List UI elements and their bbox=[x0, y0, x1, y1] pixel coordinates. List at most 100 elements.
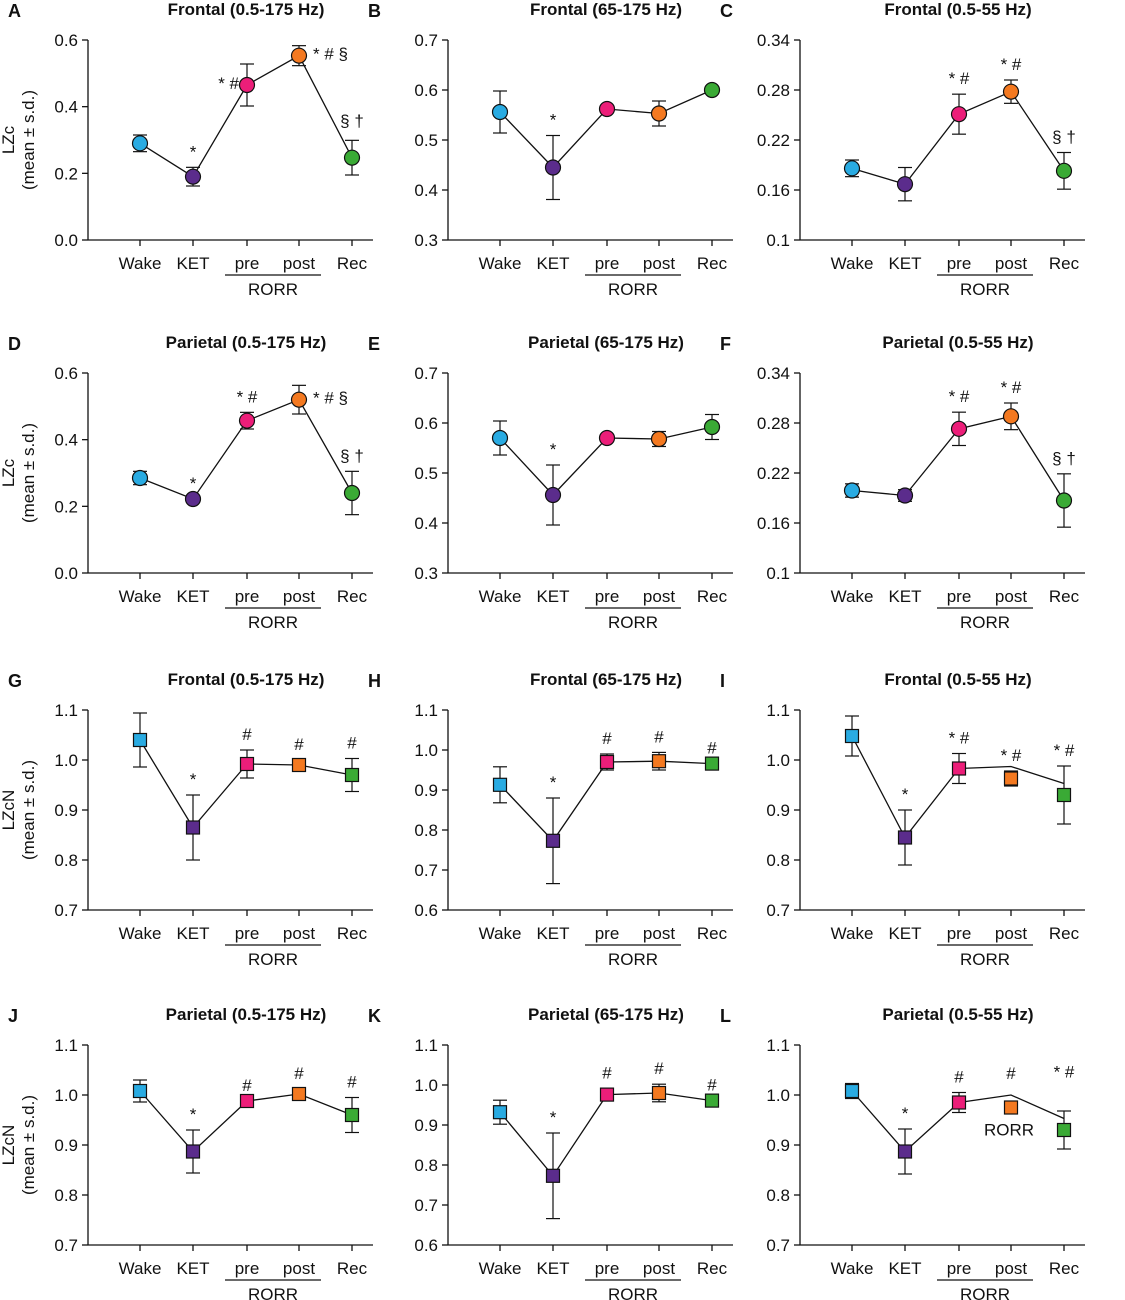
significance-annotation: # bbox=[954, 1068, 964, 1087]
x-tick-label: pre bbox=[595, 924, 620, 943]
y-tick-label: 1.0 bbox=[766, 751, 790, 770]
x-tick-label: Wake bbox=[831, 587, 874, 606]
y-axis-sublabel: (mean ± s.d.) bbox=[19, 1095, 38, 1195]
significance-annotation: * # § bbox=[313, 389, 348, 408]
data-point bbox=[843, 482, 861, 499]
significance-annotation: # bbox=[242, 1076, 252, 1095]
data-point bbox=[544, 159, 562, 176]
panel-title: Parietal (65-175 Hz) bbox=[528, 1005, 684, 1024]
panel-title: Parietal (65-175 Hz) bbox=[528, 333, 684, 352]
panel-label: J bbox=[8, 1006, 18, 1026]
x-tick-label: post bbox=[643, 924, 675, 943]
data-point bbox=[131, 135, 149, 152]
significance-annotation: # bbox=[347, 1073, 357, 1092]
group-label: RORR bbox=[248, 950, 298, 969]
x-tick-label: post bbox=[283, 587, 315, 606]
x-tick-label: Rec bbox=[697, 924, 728, 943]
x-tick-label: post bbox=[643, 587, 675, 606]
x-tick-label: Rec bbox=[1049, 254, 1080, 273]
panel-l: L Parietal (0.5-55 Hz) 0.7 0.8 0.9 1.0 1.1 Wake… bbox=[720, 1005, 1085, 1300]
panel-title: Frontal (65-175 Hz) bbox=[530, 670, 682, 689]
x-tick-label: pre bbox=[595, 254, 620, 273]
panel-title: Parietal (0.5-175 Hz) bbox=[166, 1005, 327, 1024]
data-point bbox=[1002, 408, 1020, 425]
x-tick-label: KET bbox=[176, 587, 209, 606]
y-tick-label: 0.6 bbox=[54, 364, 78, 383]
x-tick-label: KET bbox=[536, 587, 569, 606]
y-tick-label: 0.9 bbox=[54, 801, 78, 820]
data-point bbox=[492, 1105, 508, 1120]
significance-annotation: * # bbox=[949, 69, 970, 88]
panel-a: A Frontal (0.5-175 Hz) 0.0 0.2 0.4 0.6 Wake KET… bbox=[0, 0, 373, 299]
panel-c: C Frontal (0.5-55 Hz) 0.1 0.16 0.22 0.28 0.34 W… bbox=[720, 0, 1085, 299]
panel-label: K bbox=[368, 1006, 381, 1026]
y-tick-label: 0.9 bbox=[54, 1136, 78, 1155]
panel-title: Frontal (0.5-175 Hz) bbox=[168, 0, 325, 19]
data-point bbox=[599, 754, 615, 770]
series-line bbox=[851, 90, 1065, 185]
significance-annotation: # bbox=[654, 727, 664, 746]
x-tick-label: post bbox=[995, 587, 1027, 606]
y-tick-label: 1.0 bbox=[766, 1086, 790, 1105]
y-tick-label: 1.0 bbox=[54, 751, 78, 770]
x-tick-label: Wake bbox=[831, 254, 874, 273]
x-tick-label: pre bbox=[235, 254, 260, 273]
y-tick-label: 1.1 bbox=[766, 701, 790, 720]
inner-group-label: RORR bbox=[984, 1121, 1034, 1140]
panel-f: F Parietal (0.5-55 Hz) 0.1 0.16 0.22 0.28 0.34… bbox=[720, 333, 1085, 632]
x-tick-label: Wake bbox=[119, 587, 162, 606]
data-point bbox=[650, 105, 668, 122]
x-tick-label: post bbox=[283, 1259, 315, 1278]
panel-title: Frontal (0.5-55 Hz) bbox=[884, 0, 1031, 19]
y-axis-label: LZc bbox=[0, 458, 18, 487]
group-label: RORR bbox=[608, 950, 658, 969]
data-point bbox=[492, 777, 508, 792]
panel-label: C bbox=[720, 1, 733, 21]
y-tick-label: 0.22 bbox=[757, 131, 790, 150]
x-tick-label: Rec bbox=[337, 254, 368, 273]
y-tick-label: 1.0 bbox=[414, 741, 438, 760]
data-point bbox=[238, 412, 256, 429]
x-tick-label: pre bbox=[235, 587, 260, 606]
x-tick-label: Wake bbox=[479, 1259, 522, 1278]
x-tick-label: pre bbox=[235, 1259, 260, 1278]
y-tick-label: 0.5 bbox=[414, 131, 438, 150]
panel-e: E Parietal (65-175 Hz) 0.3 0.4 0.5 0.6 0.7 Wake… bbox=[368, 333, 733, 632]
data-point bbox=[599, 1087, 615, 1102]
panel-i: I Frontal (0.5-55 Hz) 0.7 0.8 0.9 1.0 1.1 Wake K… bbox=[720, 670, 1085, 969]
group-label: RORR bbox=[960, 280, 1010, 299]
x-tick-label: post bbox=[995, 924, 1027, 943]
x-tick-label: Wake bbox=[119, 924, 162, 943]
significance-annotation: * # bbox=[1054, 1063, 1075, 1082]
y-tick-label: 0.16 bbox=[757, 181, 790, 200]
significance-annotation: * bbox=[190, 142, 197, 161]
y-tick-label: 0.8 bbox=[54, 851, 78, 870]
x-tick-label: KET bbox=[176, 254, 209, 273]
x-tick-label: post bbox=[643, 1259, 675, 1278]
data-point bbox=[1055, 492, 1073, 509]
y-tick-label: 0.8 bbox=[414, 1156, 438, 1175]
data-point bbox=[897, 1144, 913, 1159]
significance-annotation: * # bbox=[1001, 378, 1022, 397]
significance-annotation: * bbox=[902, 785, 909, 804]
y-tick-label: 0.7 bbox=[414, 31, 438, 50]
y-tick-label: 0.0 bbox=[54, 564, 78, 583]
significance-annotation: # bbox=[707, 739, 717, 758]
y-tick-label: 0.0 bbox=[54, 231, 78, 250]
y-tick-label: 1.1 bbox=[766, 1036, 790, 1055]
y-tick-label: 0.2 bbox=[54, 164, 78, 183]
y-tick-label: 0.9 bbox=[766, 801, 790, 820]
y-tick-label: 1.0 bbox=[414, 1076, 438, 1095]
data-point bbox=[843, 160, 861, 177]
x-tick-label: Wake bbox=[479, 587, 522, 606]
data-point bbox=[239, 1093, 255, 1109]
x-tick-label: pre bbox=[947, 587, 972, 606]
series-line bbox=[139, 54, 353, 178]
x-tick-label: pre bbox=[595, 1259, 620, 1278]
data-point bbox=[897, 830, 913, 845]
data-point bbox=[951, 761, 967, 776]
data-point bbox=[185, 820, 201, 835]
panel-g: G Frontal (0.5-175 Hz) 0.7 0.8 0.9 1.0 1.1 Wake… bbox=[0, 670, 373, 969]
y-tick-label: 0.34 bbox=[757, 364, 790, 383]
